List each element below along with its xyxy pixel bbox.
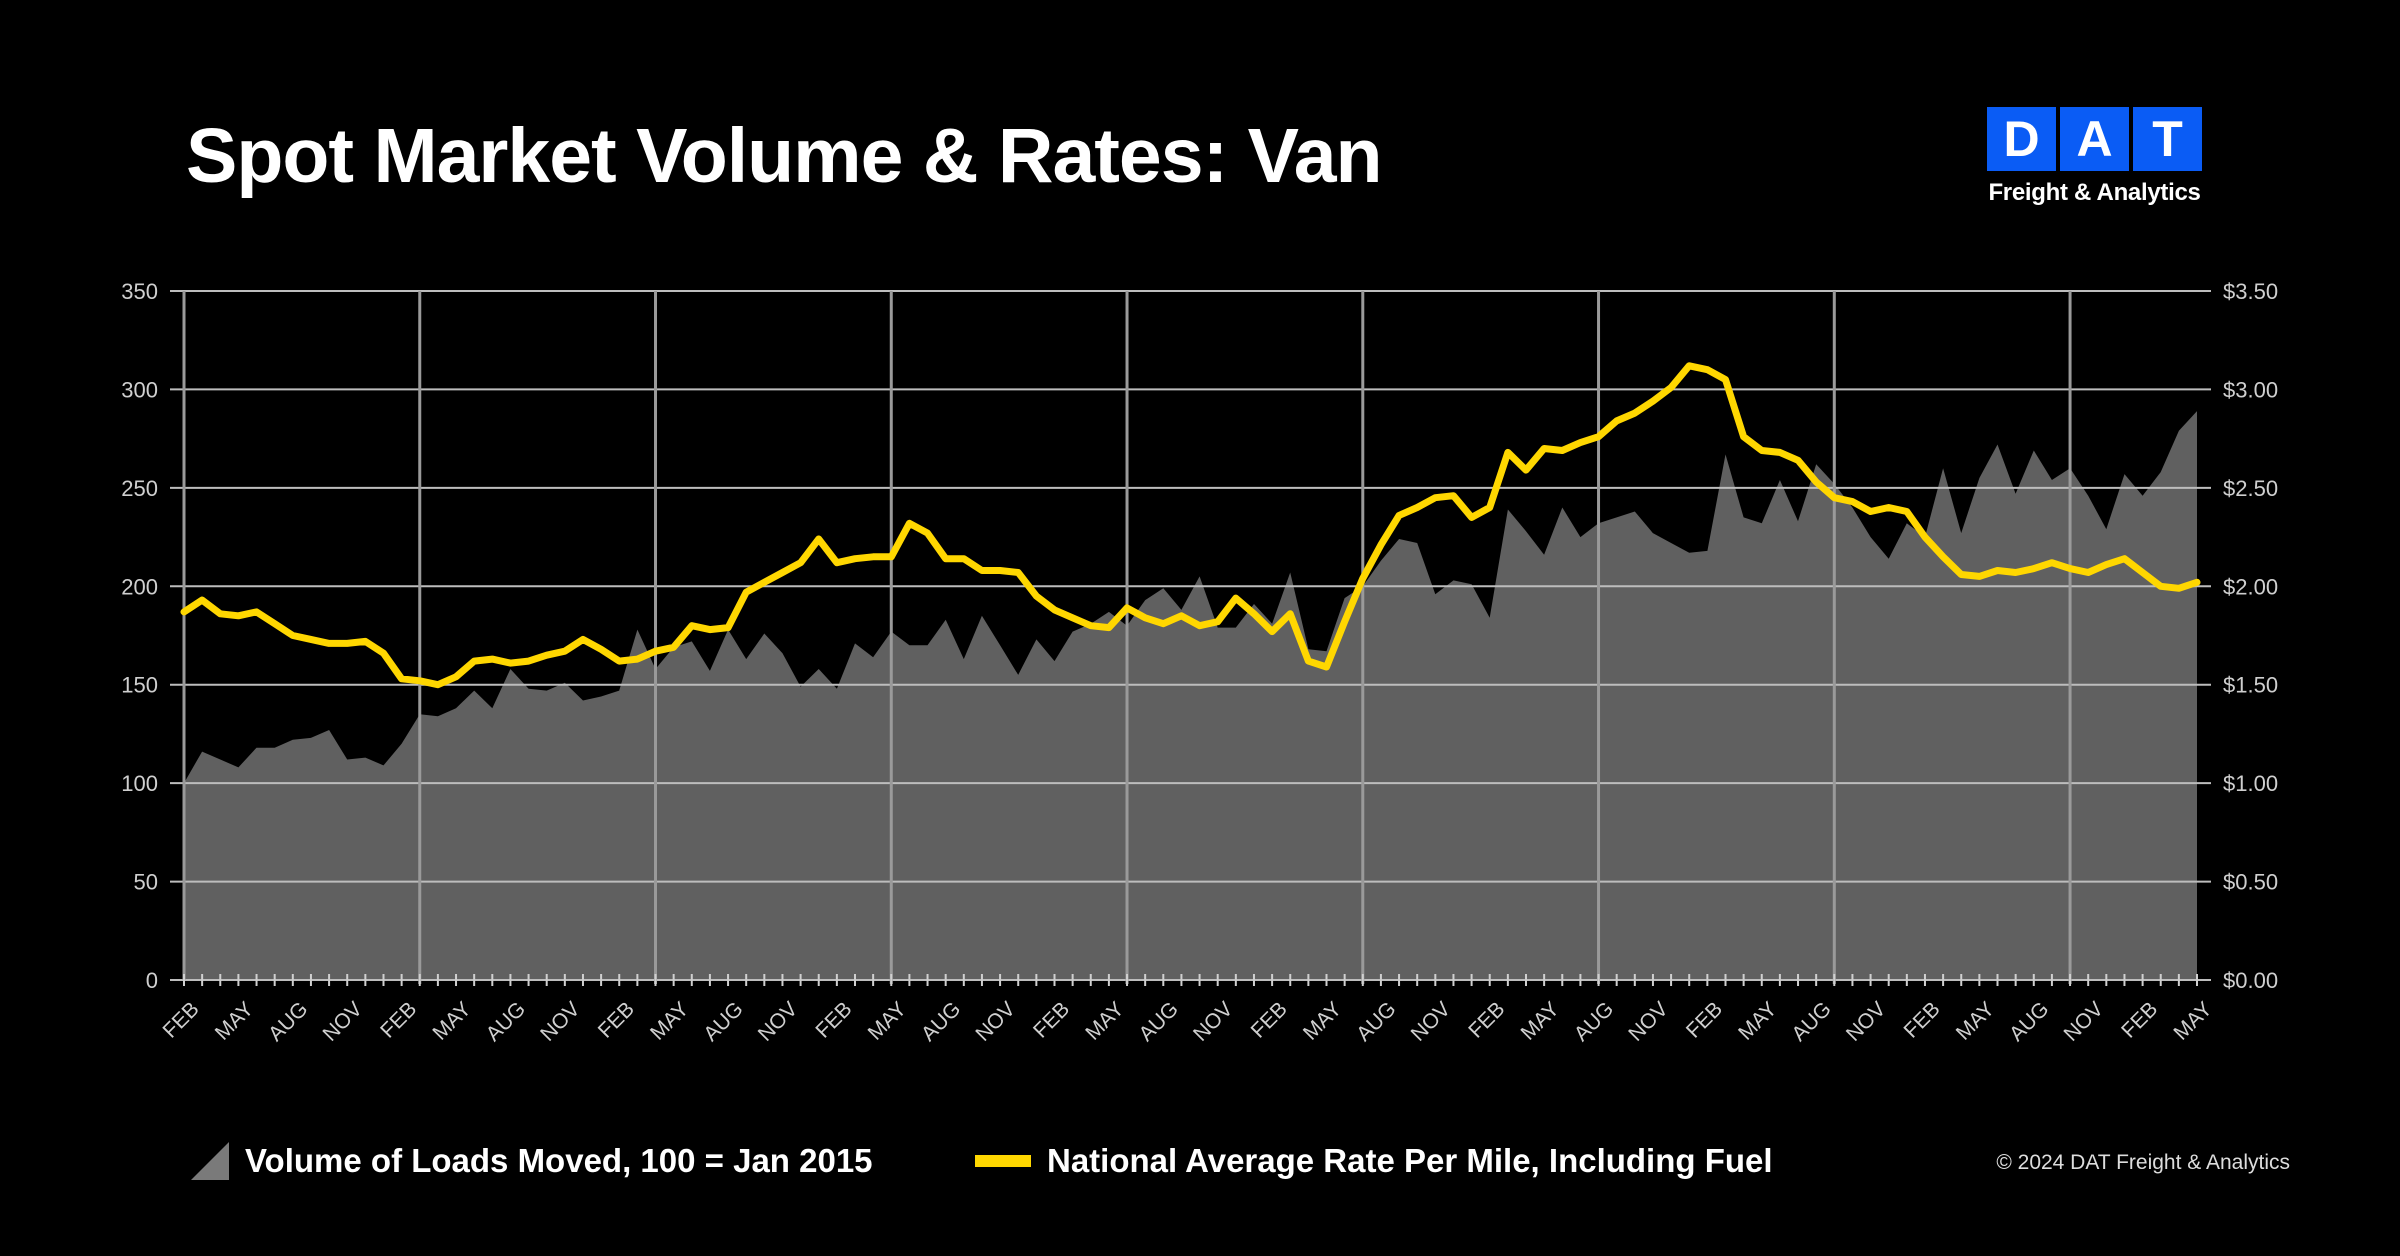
y-right-tick-label: $0.00 xyxy=(2223,968,2278,993)
y-right-tick-label: $1.50 xyxy=(2223,673,2278,698)
x-tick-label: AUG xyxy=(482,997,530,1045)
x-tick-label: NOV xyxy=(754,997,802,1045)
y-left-tick-label: 50 xyxy=(134,870,158,895)
x-tick-label: AUG xyxy=(1787,997,1835,1045)
x-tick-label: FEB xyxy=(2117,997,2162,1042)
x-tick-label: MAY xyxy=(864,997,911,1044)
x-tick-label: FEB xyxy=(159,997,204,1042)
x-tick-label: AUG xyxy=(264,997,312,1045)
legend-item-rate: National Average Rate Per Mile, Includin… xyxy=(975,1142,1773,1180)
copyright-notice: © 2024 DAT Freight & Analytics xyxy=(1996,1151,2290,1174)
y-right-tick-label: $2.00 xyxy=(2223,574,2278,599)
y-right-tick-label: $0.50 xyxy=(2223,870,2278,895)
x-tick-label: FEB xyxy=(811,997,856,1042)
y-left-tick-label: 0 xyxy=(146,968,158,993)
logo-letter-d: D xyxy=(1987,107,2056,171)
legend-item-volume: Volume of Loads Moved, 100 = Jan 2015 xyxy=(191,1142,873,1180)
x-tick-label: NOV xyxy=(318,997,366,1045)
x-tick-label: MAY xyxy=(211,997,258,1044)
rate-line xyxy=(180,362,2201,689)
x-tick-label: NOV xyxy=(1407,997,1455,1045)
y-right-tick-label: $2.50 xyxy=(2223,476,2278,501)
y-right-tick-label: $3.00 xyxy=(2223,377,2278,402)
y-left-tick-label: 300 xyxy=(121,377,158,402)
chart-title: Spot Market Volume & Rates: Van xyxy=(186,113,1383,199)
x-tick-label: FEB xyxy=(1247,997,1292,1042)
legend-label-volume: Volume of Loads Moved, 100 = Jan 2015 xyxy=(245,1142,873,1179)
x-tick-label: FEB xyxy=(1900,997,1945,1042)
logo-letter-a: A xyxy=(2060,107,2129,171)
x-tick-label: MAY xyxy=(428,997,475,1044)
x-tick-label: FEB xyxy=(1682,997,1727,1042)
dat-logo: D A T Freight & Analytics xyxy=(1987,107,2202,207)
x-tick-label: NOV xyxy=(2059,997,2107,1045)
x-tick-label: FEB xyxy=(1029,997,1074,1042)
x-tick-label: MAY xyxy=(1081,997,1128,1044)
y-left-tick-label: 150 xyxy=(121,673,158,698)
x-tick-label: MAY xyxy=(2169,997,2216,1044)
x-tick-label: MAY xyxy=(1734,997,1781,1044)
y-left-tick-label: 350 xyxy=(121,279,158,304)
x-tick-label: MAY xyxy=(1952,997,1999,1044)
x-tick-label: NOV xyxy=(971,997,1019,1045)
y-left-tick-label: 100 xyxy=(121,771,158,796)
x-tick-label: AUG xyxy=(699,997,747,1045)
y-right-tick-label: $1.00 xyxy=(2223,771,2278,796)
x-tick-label: NOV xyxy=(536,997,584,1045)
logo-letter-t: T xyxy=(2133,107,2202,171)
x-tick-label: AUG xyxy=(2005,997,2053,1045)
x-tick-label: MAY xyxy=(1299,997,1346,1044)
area-swatch-icon xyxy=(191,1142,229,1180)
legend-label-rate: National Average Rate Per Mile, Includin… xyxy=(1047,1142,1773,1179)
x-tick-label: MAY xyxy=(1517,997,1564,1044)
line-swatch-icon xyxy=(975,1155,1031,1167)
x-tick-label: NOV xyxy=(1189,997,1237,1045)
y-left-tick-label: 250 xyxy=(121,476,158,501)
x-tick-label: FEB xyxy=(376,997,421,1042)
x-tick-label: AUG xyxy=(1135,997,1183,1045)
volume-area xyxy=(184,411,2197,981)
x-tick-label: AUG xyxy=(917,997,965,1045)
x-tick-label: MAY xyxy=(646,997,693,1044)
y-right-tick-label: $3.50 xyxy=(2223,279,2278,304)
logo-letter-boxes: D A T xyxy=(1987,107,2202,171)
x-tick-label: FEB xyxy=(1464,997,1509,1042)
x-tick-label: AUG xyxy=(1570,997,1618,1045)
x-tick-label: FEB xyxy=(594,997,639,1042)
x-tick-label: NOV xyxy=(1624,997,1672,1045)
x-tick-label: AUG xyxy=(1352,997,1400,1045)
y-left-tick-label: 200 xyxy=(121,574,158,599)
x-tick-label: NOV xyxy=(1842,997,1890,1045)
logo-subtitle: Freight & Analytics xyxy=(1988,179,2201,206)
